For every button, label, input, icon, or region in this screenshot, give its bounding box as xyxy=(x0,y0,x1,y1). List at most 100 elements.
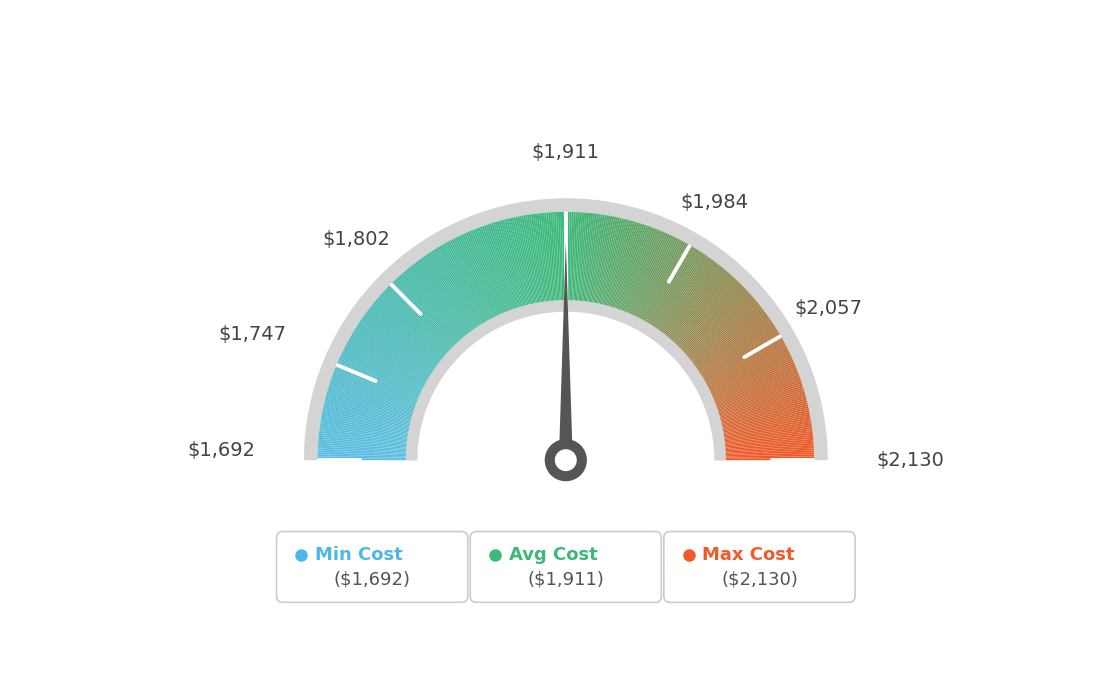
Wedge shape xyxy=(596,217,618,315)
Wedge shape xyxy=(539,213,551,312)
Wedge shape xyxy=(714,443,814,451)
Wedge shape xyxy=(495,221,524,317)
Wedge shape xyxy=(352,332,438,384)
Wedge shape xyxy=(519,216,539,314)
Wedge shape xyxy=(541,213,552,312)
Wedge shape xyxy=(639,244,690,331)
Wedge shape xyxy=(394,279,464,353)
Wedge shape xyxy=(457,237,501,326)
Wedge shape xyxy=(675,290,749,359)
Wedge shape xyxy=(602,219,627,316)
Wedge shape xyxy=(323,402,421,426)
Wedge shape xyxy=(713,423,811,439)
Wedge shape xyxy=(711,402,808,426)
Wedge shape xyxy=(714,437,814,447)
Wedge shape xyxy=(714,444,814,452)
Wedge shape xyxy=(613,225,646,319)
Wedge shape xyxy=(328,389,423,419)
Wedge shape xyxy=(714,456,814,459)
Text: $1,984: $1,984 xyxy=(681,193,749,212)
Wedge shape xyxy=(318,439,417,449)
Wedge shape xyxy=(714,451,814,455)
Wedge shape xyxy=(371,305,449,368)
Wedge shape xyxy=(481,226,517,320)
Wedge shape xyxy=(615,226,650,320)
Wedge shape xyxy=(428,253,484,336)
Wedge shape xyxy=(714,433,813,445)
Wedge shape xyxy=(692,329,777,382)
Text: ($1,911): ($1,911) xyxy=(528,571,604,589)
Wedge shape xyxy=(320,423,418,439)
Wedge shape xyxy=(386,288,459,357)
Wedge shape xyxy=(656,263,718,342)
Text: ($2,130): ($2,130) xyxy=(721,571,798,589)
Wedge shape xyxy=(549,213,556,312)
Wedge shape xyxy=(537,213,550,313)
Wedge shape xyxy=(605,221,634,317)
Wedge shape xyxy=(491,223,522,318)
Wedge shape xyxy=(460,235,503,326)
Wedge shape xyxy=(414,263,476,342)
Wedge shape xyxy=(368,310,447,371)
Wedge shape xyxy=(357,326,440,380)
Wedge shape xyxy=(684,311,765,372)
Wedge shape xyxy=(714,439,814,449)
Wedge shape xyxy=(673,289,746,358)
Wedge shape xyxy=(331,376,426,411)
Wedge shape xyxy=(405,300,726,460)
Wedge shape xyxy=(679,299,756,364)
Wedge shape xyxy=(619,228,657,322)
Wedge shape xyxy=(335,367,427,405)
Wedge shape xyxy=(349,337,436,387)
Wedge shape xyxy=(700,351,789,395)
Wedge shape xyxy=(379,296,454,362)
Wedge shape xyxy=(710,395,806,422)
Wedge shape xyxy=(469,230,509,323)
Text: ($1,692): ($1,692) xyxy=(333,571,411,589)
Wedge shape xyxy=(608,222,639,318)
Wedge shape xyxy=(609,223,640,318)
Wedge shape xyxy=(672,286,744,357)
Wedge shape xyxy=(337,364,428,403)
Wedge shape xyxy=(327,391,423,420)
Wedge shape xyxy=(322,410,420,431)
Wedge shape xyxy=(662,271,729,348)
Wedge shape xyxy=(713,425,811,440)
Wedge shape xyxy=(624,232,665,324)
Wedge shape xyxy=(676,292,750,360)
Wedge shape xyxy=(703,364,795,403)
Wedge shape xyxy=(365,313,446,373)
Wedge shape xyxy=(714,446,814,453)
Wedge shape xyxy=(489,224,521,319)
Wedge shape xyxy=(318,451,417,455)
Wedge shape xyxy=(418,259,478,340)
Wedge shape xyxy=(591,215,608,313)
Wedge shape xyxy=(681,304,760,367)
Wedge shape xyxy=(452,239,498,328)
Wedge shape xyxy=(358,324,442,380)
Wedge shape xyxy=(682,306,762,369)
Wedge shape xyxy=(446,241,495,330)
Wedge shape xyxy=(645,250,699,335)
Wedge shape xyxy=(712,415,810,435)
Wedge shape xyxy=(705,376,800,411)
Wedge shape xyxy=(375,299,453,364)
FancyBboxPatch shape xyxy=(277,531,468,602)
Wedge shape xyxy=(562,212,564,311)
Wedge shape xyxy=(355,327,440,382)
Wedge shape xyxy=(581,213,593,312)
Wedge shape xyxy=(704,368,797,406)
Wedge shape xyxy=(593,216,613,314)
Wedge shape xyxy=(701,355,792,398)
Polygon shape xyxy=(417,312,714,460)
Wedge shape xyxy=(666,277,734,351)
Wedge shape xyxy=(698,344,786,391)
Wedge shape xyxy=(569,212,572,311)
Wedge shape xyxy=(708,384,803,415)
Wedge shape xyxy=(606,221,635,317)
Wedge shape xyxy=(318,453,417,457)
Wedge shape xyxy=(582,213,595,313)
Wedge shape xyxy=(617,227,654,321)
Wedge shape xyxy=(544,213,554,312)
Wedge shape xyxy=(546,213,555,312)
